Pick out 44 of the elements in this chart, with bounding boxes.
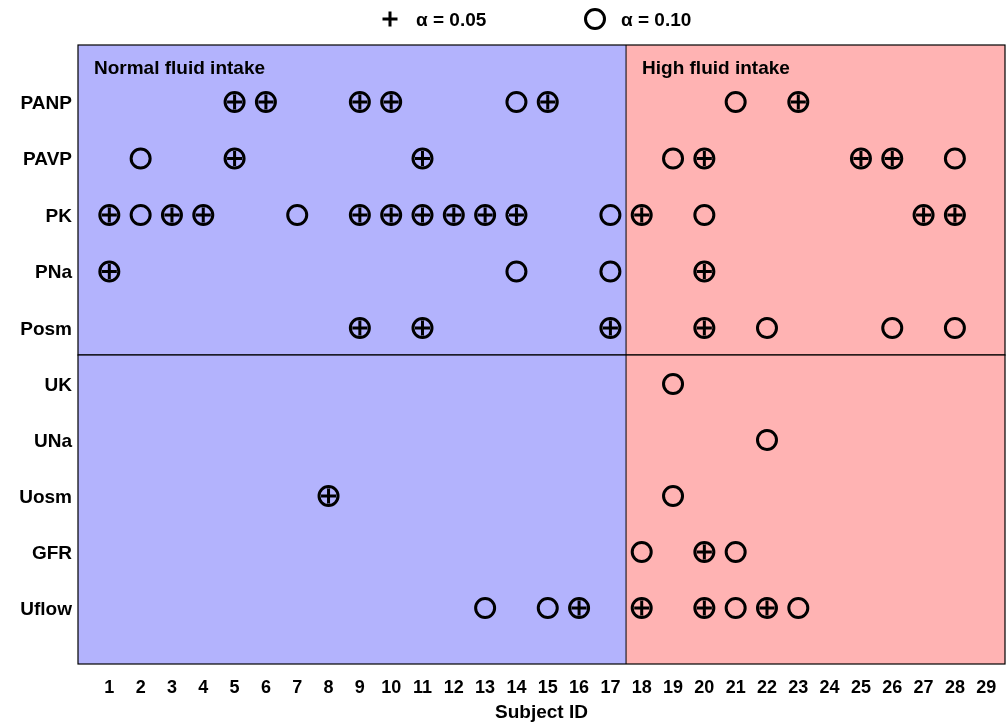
x-tick-label: 3 [166,677,177,697]
x-tick-label: 27 [913,677,934,697]
y-tick-label: PNa [35,261,73,283]
x-tick-label: 4 [198,677,209,697]
y-tick-label: GFR [31,541,73,563]
x-tick-label: 15 [537,677,558,697]
band-label: High fluid intake [642,57,790,78]
x-tick-label: 13 [475,677,496,697]
band-label: Normal fluid intake [94,57,266,78]
x-tick-label: 29 [976,677,997,697]
x-tick-label: 2 [135,677,146,697]
x-tick-label: 16 [569,677,590,697]
x-tick-label: 12 [443,677,464,697]
x-tick-label: 6 [260,677,271,697]
y-tick-label: PANP [20,91,73,113]
x-tick-label: 8 [323,677,334,697]
y-tick-label: PAVP [23,148,73,170]
x-tick-label: 17 [600,677,621,697]
y-tick-label: Uflow [20,597,73,619]
x-axis-title: Subject ID [495,701,588,722]
y-tick-label: UK [44,373,73,395]
x-tick-label: 10 [381,677,402,697]
x-tick-label: 14 [506,677,527,697]
x-tick-label: 23 [788,677,809,697]
x-tick-label: 20 [694,677,715,697]
x-tick-label: 11 [412,677,433,697]
x-tick-label: 28 [944,677,965,697]
legend-label: α = 0.05 [416,8,487,30]
x-tick-label: 25 [850,677,871,697]
x-tick-label: 22 [756,677,777,697]
legend-label: α = 0.10 [621,8,692,30]
y-tick-label: Uosm [19,485,72,507]
x-tick-label: 1 [104,677,115,697]
x-tick-label: 9 [354,677,365,697]
x-tick-label: 18 [631,677,652,697]
x-tick-label: 7 [292,677,303,697]
x-tick-label: 24 [819,677,840,697]
x-tick-label: 26 [882,677,903,697]
x-tick-label: 19 [663,677,684,697]
x-tick-label: 5 [229,677,240,697]
x-tick-label: 21 [725,677,746,697]
y-tick-label: UNa [33,429,73,451]
y-tick-label: PK [45,204,73,226]
y-tick-label: Posm [20,317,72,339]
